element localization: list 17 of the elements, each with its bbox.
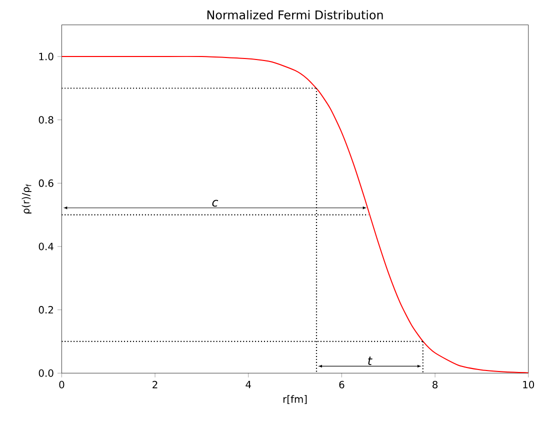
x-tick-label: 6	[339, 380, 344, 388]
x-tick-label: 2	[152, 380, 158, 388]
x-tick-label: 4	[246, 380, 251, 388]
annotation: c	[212, 200, 218, 207]
y-tick-label: 0.8	[38, 116, 54, 124]
y-tick-label: 0.0	[38, 369, 54, 377]
y-axis-title: ρ(r)/ρ$_{f}$	[22, 184, 32, 214]
chart-title: Normalized Fermi Distribution	[207, 10, 383, 20]
y-tick-label: 0.4	[38, 242, 54, 250]
y-tick-label: 0.6	[38, 179, 54, 187]
annotation: t	[368, 356, 372, 366]
x-tick-label: 0	[59, 380, 64, 388]
x-tick-label: 8	[432, 380, 438, 388]
y-tick-label: 0.2	[38, 306, 53, 314]
x-axis-title: r[fm]	[283, 395, 307, 404]
x-tick-label: 10	[523, 380, 534, 388]
y-tick-label: 1.0	[39, 52, 54, 60]
